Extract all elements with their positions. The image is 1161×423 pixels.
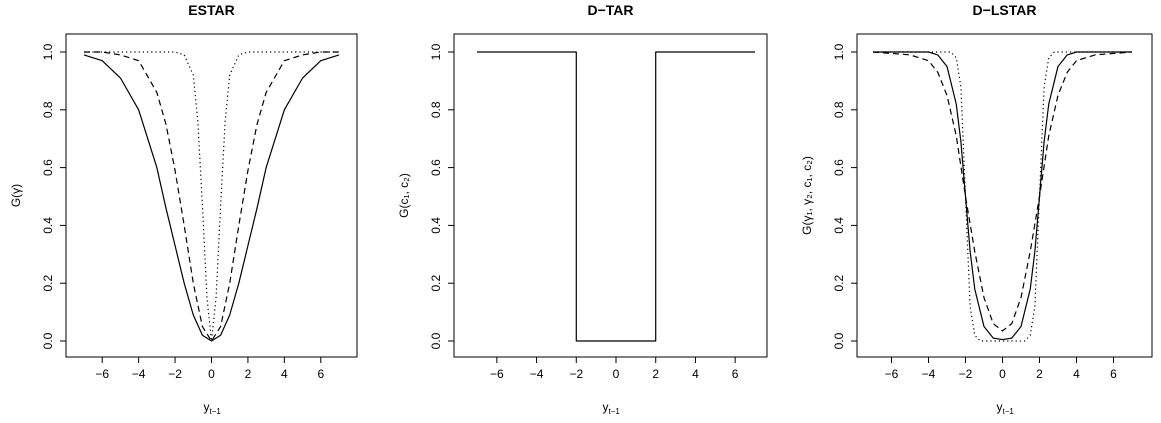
y-axis-label: G(γ₁, γ₂, c₁, c₂) <box>800 156 814 235</box>
y-tick-label: 0.2 <box>832 275 846 292</box>
x-axis-label-subscript: t−1 <box>609 407 621 416</box>
plot-frame <box>856 33 1153 358</box>
x-axis-label-subscript: t−1 <box>1003 407 1015 416</box>
y-tick-label: 0.8 <box>832 101 846 118</box>
chart-title: D−TAR <box>587 2 633 18</box>
x-axis-label-main: y <box>997 400 1003 414</box>
x-tick-label: 0 <box>208 367 215 381</box>
x-tick-label: 6 <box>317 367 324 381</box>
series-line-dotted <box>84 51 339 342</box>
x-tick-label: −6 <box>95 367 109 381</box>
y-tick-label: 0.0 <box>41 332 55 349</box>
x-tick-label: −2 <box>569 367 583 381</box>
x-axis-label: yt−1 <box>603 400 621 416</box>
y-tick-label: 0.4 <box>41 217 55 234</box>
x-axis-label-subscript: t−1 <box>210 407 222 416</box>
panel-2: D−TAR −6 −4 −2 0 2 4 6 yt−1 0.0 0.2 0.4 0.6 0.8 1.0 G(c… <box>397 2 768 416</box>
x-axis-label: yt−1 <box>997 400 1015 416</box>
y-tick-label: 1.0 <box>41 43 55 60</box>
x-axis-label-main: y <box>603 400 609 414</box>
x-axis-label-main: y <box>204 400 210 414</box>
y-axis-label: G(c₁, c₂) <box>397 173 411 218</box>
y-axis-label: G(γ) <box>9 184 23 207</box>
plot-frame <box>65 33 358 358</box>
series-line-dotted <box>873 51 1132 342</box>
x-tick-label: −2 <box>959 367 973 381</box>
y-tick-label: 1.0 <box>429 43 443 60</box>
y-tick-label: 0.0 <box>429 332 443 349</box>
y-tick-label: 1.0 <box>832 43 846 60</box>
x-tick-label: 2 <box>245 367 252 381</box>
y-axis: 0.0 0.2 0.4 0.6 0.8 1.0 <box>832 43 858 349</box>
panel-3: D−LSTAR −6 −4 −2 0 2 4 6 yt−1 0.0 0.2 0.4 0.6 0.8 1.0 G… <box>800 2 1153 416</box>
x-tick-label: 0 <box>999 367 1006 381</box>
x-tick-label: 4 <box>281 367 288 381</box>
x-axis: −6 −4 −2 0 2 4 6 <box>95 356 324 381</box>
y-tick-label: 0.2 <box>429 275 443 292</box>
y-axis: 0.0 0.2 0.4 0.6 0.8 1.0 <box>429 43 455 349</box>
x-tick-label: 2 <box>652 367 659 381</box>
y-tick-label: 0.0 <box>832 332 846 349</box>
series-line-solid <box>83 54 340 342</box>
y-tick-label: 0.4 <box>832 217 846 234</box>
series-line-solid <box>873 51 1132 341</box>
x-tick-label: 4 <box>692 367 699 381</box>
x-tick-label: 0 <box>613 367 620 381</box>
plot-frame <box>453 33 768 358</box>
x-tick-label: 4 <box>1073 367 1080 381</box>
x-axis: −6 −4 −2 0 2 4 6 <box>885 356 1117 381</box>
x-tick-label: −6 <box>885 367 899 381</box>
x-tick-label: 2 <box>1036 367 1043 381</box>
panel-1: ESTAR −6 −4 −2 0 2 4 6 yt−1 0.0 0.2 0.4 0.6 0.8 1.0 G(γ… <box>9 2 358 416</box>
x-tick-label: −6 <box>490 367 504 381</box>
y-tick-label: 0.6 <box>429 159 443 176</box>
chart-title: ESTAR <box>188 2 234 18</box>
series-line-solid <box>477 51 755 342</box>
series-line-dashed <box>872 51 1133 332</box>
y-tick-label: 0.6 <box>832 159 846 176</box>
y-tick-label: 0.2 <box>41 275 55 292</box>
y-tick-label: 0.8 <box>41 101 55 118</box>
y-tick-label: 0.4 <box>429 217 443 234</box>
y-tick-label: 0.6 <box>41 159 55 176</box>
series-line-dashed <box>84 51 339 342</box>
x-tick-label: −4 <box>530 367 544 381</box>
x-tick-label: −2 <box>168 367 182 381</box>
y-tick-label: 0.8 <box>429 101 443 118</box>
chart-title: D−LSTAR <box>973 2 1037 18</box>
x-tick-label: −4 <box>922 367 936 381</box>
x-tick-label: −4 <box>132 367 146 381</box>
x-tick-label: 6 <box>732 367 739 381</box>
y-axis: 0.0 0.2 0.4 0.6 0.8 1.0 <box>41 43 67 349</box>
x-tick-label: 6 <box>1110 367 1117 381</box>
x-axis-label: yt−1 <box>204 400 222 416</box>
x-axis: −6 −4 −2 0 2 4 6 <box>490 356 739 381</box>
